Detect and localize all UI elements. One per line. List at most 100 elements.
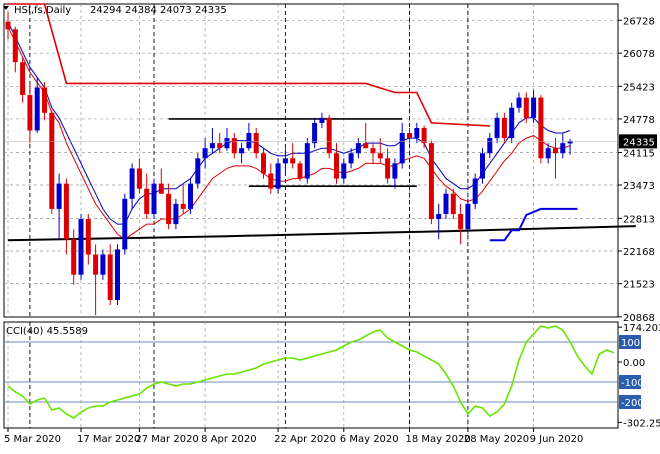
candle-body bbox=[348, 153, 354, 164]
cci-tick-label: 0.00 bbox=[623, 358, 645, 369]
candle bbox=[407, 127, 412, 144]
candle-body bbox=[188, 183, 193, 209]
candle-body bbox=[509, 107, 515, 139]
candle-body bbox=[180, 203, 186, 209]
candle bbox=[188, 178, 193, 214]
candle bbox=[487, 133, 493, 159]
time-tick-label: 27 Mar 2020 bbox=[135, 434, 198, 445]
main-panel: 26728 26078 25423 24778 24115 23473 22813 22168… bbox=[3, 3, 657, 324]
candle-body bbox=[261, 153, 266, 174]
candle bbox=[261, 148, 266, 179]
cci-tick-label: -302.254 bbox=[623, 418, 660, 429]
cci-title: CCI(40) 45.5589 bbox=[6, 326, 88, 337]
ohlc-readout: 24294 24384 24073 24335 bbox=[90, 5, 227, 16]
candle bbox=[385, 148, 391, 184]
price-tick-label: 26078 bbox=[623, 49, 655, 60]
candle-body bbox=[553, 148, 558, 154]
candle bbox=[217, 133, 223, 154]
time-tick-label: 18 May 2020 bbox=[406, 434, 471, 445]
candle-body bbox=[122, 198, 128, 250]
candle-body bbox=[115, 249, 120, 300]
candle-body bbox=[202, 148, 208, 159]
candle bbox=[450, 188, 456, 220]
candle-body bbox=[129, 168, 135, 199]
candle-body bbox=[377, 153, 383, 159]
cci-level-label: -200 bbox=[621, 398, 644, 409]
time-tick-label: 22 Apr 2020 bbox=[274, 434, 336, 445]
price-tick-label: 22168 bbox=[623, 247, 655, 258]
candle bbox=[71, 229, 77, 285]
candle bbox=[49, 110, 55, 214]
candle-body bbox=[158, 183, 164, 194]
candle-body bbox=[100, 254, 106, 275]
cci-level-box bbox=[619, 335, 641, 349]
candle bbox=[545, 143, 551, 164]
price-tick-label: 23473 bbox=[623, 181, 655, 192]
candle bbox=[239, 143, 245, 164]
candle bbox=[63, 178, 69, 255]
candle bbox=[428, 140, 434, 225]
candle-body bbox=[443, 193, 449, 214]
candle bbox=[246, 122, 252, 151]
candle-body bbox=[231, 138, 237, 154]
candle-body bbox=[166, 193, 172, 225]
candle-body bbox=[355, 143, 361, 154]
candle bbox=[326, 115, 332, 159]
candle bbox=[158, 168, 164, 194]
time-tick-label: 9 Jun 2020 bbox=[530, 434, 584, 445]
candle bbox=[436, 203, 442, 240]
candle-body bbox=[27, 95, 33, 131]
candle bbox=[538, 95, 544, 164]
candle bbox=[42, 82, 47, 121]
candle-body bbox=[253, 133, 259, 154]
price-tick-label: 20868 bbox=[623, 313, 655, 324]
cci-level-label: -100 bbox=[621, 378, 644, 389]
candle bbox=[5, 11, 11, 40]
candle bbox=[480, 148, 485, 184]
cci-tick-label: 174.2035 bbox=[623, 323, 660, 334]
candle bbox=[414, 122, 420, 144]
candle-body bbox=[567, 141, 573, 144]
candle-body bbox=[63, 183, 69, 240]
candle-body bbox=[399, 133, 405, 164]
candle-body bbox=[465, 203, 471, 230]
candle bbox=[202, 138, 208, 169]
candle-body bbox=[49, 112, 55, 209]
chart-title: HSI,fs,Daily bbox=[14, 5, 71, 16]
collapse-arrow-icon[interactable] bbox=[3, 6, 9, 10]
cci-panel: 100 -100 -200 174.2035 0.00 -302.254 bbox=[3, 321, 660, 429]
candle bbox=[531, 90, 537, 123]
candle bbox=[472, 173, 478, 209]
candle bbox=[458, 203, 464, 245]
time-tick-label: 5 Mar 2020 bbox=[4, 434, 61, 445]
candle-body bbox=[217, 143, 223, 149]
candle-body bbox=[312, 122, 318, 144]
candle-body bbox=[545, 148, 551, 159]
candle-body bbox=[275, 163, 281, 189]
candle-body bbox=[531, 97, 537, 118]
candle-body bbox=[56, 183, 62, 209]
candle bbox=[275, 158, 281, 194]
candle bbox=[348, 148, 354, 169]
candle-body bbox=[5, 21, 11, 30]
candle-body bbox=[93, 254, 99, 275]
price-tick-label: 24778 bbox=[623, 115, 655, 126]
level-line bbox=[8, 3, 490, 127]
candle bbox=[12, 26, 18, 73]
candle bbox=[501, 112, 507, 144]
candle-body bbox=[436, 213, 442, 220]
candle-body bbox=[494, 117, 500, 139]
candle bbox=[443, 188, 449, 220]
cci-panel-frame bbox=[3, 321, 619, 429]
candle bbox=[93, 244, 99, 316]
candle bbox=[392, 158, 398, 189]
candle-body bbox=[151, 183, 157, 214]
price-panel-frame bbox=[3, 3, 619, 318]
candle bbox=[78, 213, 84, 280]
candle bbox=[107, 244, 113, 306]
candle bbox=[297, 160, 303, 182]
candle-body bbox=[326, 117, 332, 154]
candle bbox=[560, 133, 566, 159]
